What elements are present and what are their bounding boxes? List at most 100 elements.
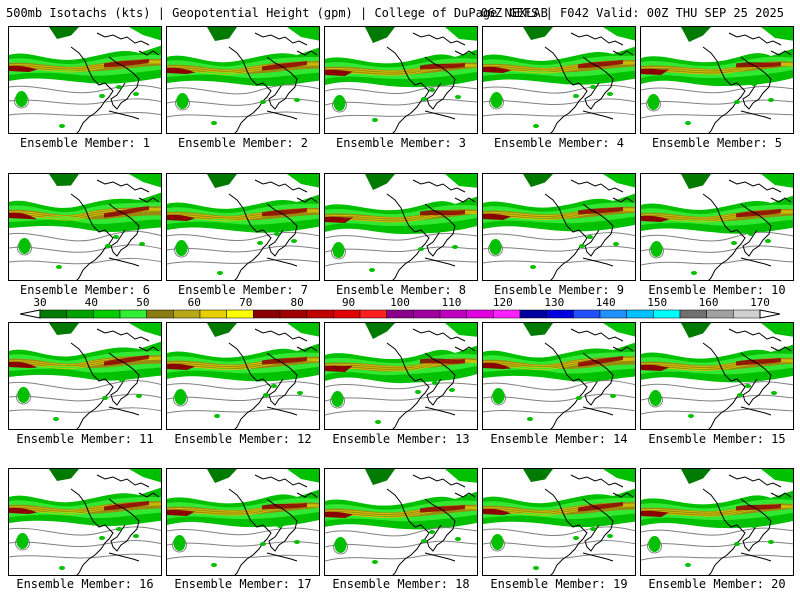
wind-patch-small (734, 100, 740, 104)
coastline-caribbean (740, 110, 772, 120)
wind-patch-small (610, 394, 616, 398)
wind-patch-west (332, 242, 345, 258)
wind-patch-small (260, 100, 266, 104)
wind-patch-small (133, 92, 139, 96)
wind-patch-north (523, 469, 553, 482)
jet-max-east (736, 358, 781, 366)
wind-patch-small (685, 121, 691, 125)
ensemble-member-map (482, 322, 636, 430)
wind-patch-small (277, 82, 283, 86)
wind-patch-small (455, 537, 461, 541)
ensemble-member-map (166, 173, 320, 281)
colorbar (19, 309, 781, 319)
coastline-caribbean (108, 257, 140, 267)
coastline-caribbean (740, 257, 772, 267)
wind-patch-small (53, 417, 59, 421)
coastline-caribbean (582, 552, 614, 562)
wind-patch-small (113, 235, 119, 239)
wind-patch-northeast (445, 469, 477, 483)
ensemble-member-map (324, 26, 478, 134)
wind-patch-north (207, 323, 237, 337)
ensemble-member-map (8, 26, 162, 134)
coastline-greenland (770, 50, 792, 56)
colorbar-tick-label: 70 (239, 296, 253, 309)
colorbar-tick-label: 120 (492, 296, 513, 309)
coastline-east (740, 203, 772, 257)
height-contour (483, 112, 635, 117)
colorbar-swatch (173, 309, 201, 319)
wind-patch-west (15, 91, 28, 107)
ensemble-member-map (166, 322, 320, 430)
coastline-west (70, 46, 114, 133)
jet-max-east (578, 502, 623, 512)
wind-patch-small (56, 265, 62, 269)
ensemble-member-label: Ensemble Member: 6 (19, 283, 151, 297)
ensemble-member-label: Ensemble Member: 16 (16, 577, 154, 591)
wind-patch-small (731, 241, 737, 245)
colorbar-swatch (493, 309, 521, 319)
wind-patch-small (607, 92, 613, 96)
height-contour (167, 231, 319, 241)
wind-patch-small (211, 121, 217, 125)
height-contour (9, 407, 161, 413)
wind-patch-northeast (129, 27, 161, 41)
height-contour (167, 258, 319, 265)
coastline-greenland (612, 50, 634, 56)
colorbar-tick-label: 30 (33, 296, 47, 309)
wind-patch-small (765, 239, 771, 243)
ensemble-member-map (482, 173, 636, 281)
wind-patch-north (681, 27, 711, 42)
coastline-caribbean (582, 406, 614, 416)
coastline-east (108, 498, 140, 552)
coastline-arctic (570, 474, 624, 488)
coastline-west (702, 193, 746, 280)
wind-patch-small (297, 391, 303, 395)
wind-patch-small (294, 98, 300, 102)
wind-patch-northeast (761, 469, 793, 483)
coastline-arctic (570, 32, 624, 46)
coastline-greenland (138, 346, 160, 352)
wind-patch-small (573, 536, 579, 540)
wind-patch-small (263, 393, 269, 397)
jet-max-east (104, 206, 149, 218)
ensemble-member-label: Ensemble Member: 10 (648, 283, 786, 297)
wind-patch-small (139, 242, 145, 246)
wind-patch-north (523, 174, 553, 187)
wind-patch-north (365, 174, 395, 190)
colorbar-swatch (626, 309, 654, 319)
jet-max-west (9, 212, 37, 220)
wind-patch-small (418, 247, 424, 251)
wind-patch-west (333, 95, 346, 111)
wind-patch-northeast (445, 27, 477, 41)
wind-patch-northeast (603, 174, 635, 188)
colorbar-swatch (733, 309, 761, 319)
ensemble-member-label: Ensemble Member: 11 (16, 432, 154, 446)
height-contour (9, 380, 161, 390)
coastline-west (228, 488, 272, 575)
ensemble-member-label: Ensemble Member: 2 (177, 136, 309, 150)
ensemble-member-map (8, 468, 162, 576)
wind-patch-north (365, 469, 395, 485)
colorbar-tick-label: 170 (750, 296, 770, 309)
coastline-west (70, 193, 114, 280)
wind-patch-west (491, 534, 504, 550)
wind-patch-north (49, 27, 79, 39)
height-contour (167, 98, 319, 106)
height-contour (325, 409, 477, 416)
wind-patch-small (607, 534, 613, 538)
coastline-caribbean (266, 552, 298, 562)
wind-patch-small (429, 88, 435, 92)
jet-max-west (483, 508, 511, 515)
wind-patch-northeast (287, 27, 319, 41)
colorbar-arrow-left (19, 309, 41, 319)
wind-patch-west (650, 241, 663, 257)
wind-patch-northeast (129, 469, 161, 483)
height-contour (167, 527, 319, 536)
coastline-east (582, 203, 614, 257)
jet-max-east (578, 356, 623, 367)
header-valid-time: 06Z GEFS | F042 Valid: 00Z THU SEP 25 20… (480, 6, 784, 20)
colorbar-labels: 30 40 50 60 70 80 90 100 110 120 130 140 150 160 170 (0, 297, 800, 309)
jet-max-west (9, 65, 37, 72)
wind-patch-small (768, 98, 774, 102)
wind-patch-small (99, 536, 105, 540)
